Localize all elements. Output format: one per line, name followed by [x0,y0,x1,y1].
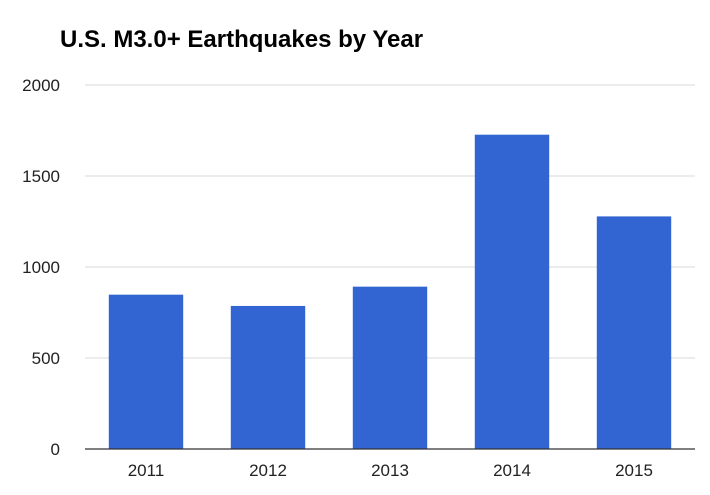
x-tick-label: 2015 [615,461,653,480]
bar-2013 [352,286,428,449]
y-tick-label: 1000 [22,258,60,277]
y-tick-label: 500 [32,349,60,368]
y-tick-label: 1500 [22,167,60,186]
bar-2011 [108,294,184,449]
x-tick-label: 2012 [249,461,287,480]
y-tick-label: 0 [51,440,60,459]
bar-2015 [596,216,672,449]
bar-2012 [230,305,306,449]
x-tick-label: 2011 [128,461,165,480]
y-tick-label: 2000 [22,76,60,95]
x-tick-label: 2014 [493,461,531,480]
bars [108,134,672,449]
bar-2014 [474,134,550,449]
gridlines [85,84,695,359]
x-axis-ticks: 2011 2012 2013 2014 2015 [128,461,653,480]
chart-title: U.S. M3.0+ Earthquakes by Year [60,26,424,53]
x-tick-label: 2013 [371,461,409,480]
y-axis-ticks: 0 500 1000 1500 2000 [22,76,60,459]
